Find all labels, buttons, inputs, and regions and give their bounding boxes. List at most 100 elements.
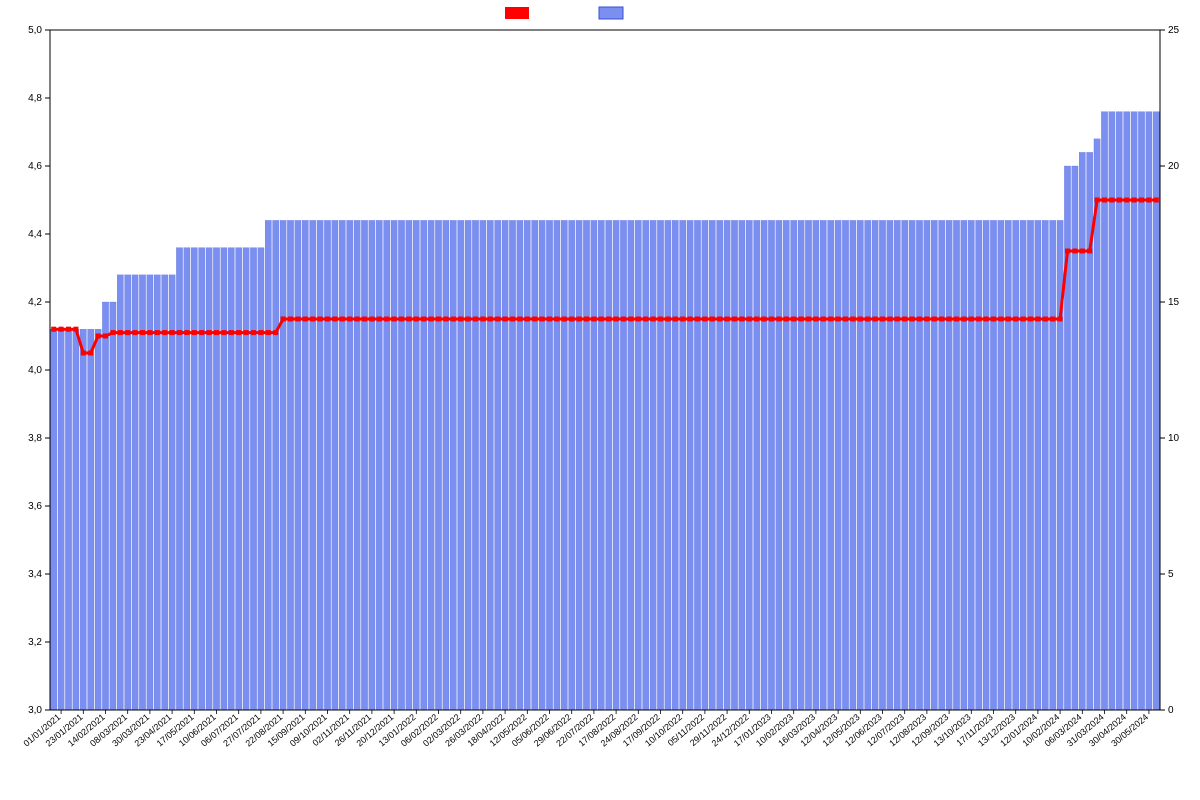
line-marker (518, 317, 523, 322)
bar (206, 248, 212, 710)
bar (221, 248, 227, 710)
line-marker (880, 317, 885, 322)
line-marker (843, 317, 848, 322)
line-marker (103, 334, 108, 339)
line-marker (525, 317, 530, 322)
bar (687, 220, 693, 710)
bar (990, 220, 996, 710)
bar (443, 220, 449, 710)
line-marker (362, 317, 367, 322)
line-marker (1139, 198, 1144, 203)
bar (265, 220, 271, 710)
y-left-tick-label: 4,4 (28, 229, 42, 240)
bar (1035, 220, 1041, 710)
line-marker (1065, 249, 1070, 254)
line-marker (259, 330, 264, 335)
line-marker (407, 317, 412, 322)
line-marker (540, 317, 545, 322)
line-marker (688, 317, 693, 322)
line-marker (762, 317, 767, 322)
bar (872, 220, 878, 710)
line-marker (340, 317, 345, 322)
bar (176, 248, 182, 710)
y-right-tick-label: 25 (1168, 25, 1180, 36)
bar (509, 220, 515, 710)
y-left-tick-label: 4,2 (28, 297, 42, 308)
bar (51, 329, 57, 710)
y-left-tick-label: 4,6 (28, 161, 42, 172)
bar (332, 220, 338, 710)
bar (702, 220, 708, 710)
line-marker (1021, 317, 1026, 322)
bar (539, 220, 545, 710)
bar (835, 220, 841, 710)
bar (554, 220, 560, 710)
bar (739, 220, 745, 710)
bar (731, 220, 737, 710)
line-marker (74, 327, 79, 332)
line-marker (333, 317, 338, 322)
line-marker (370, 317, 375, 322)
line-marker (769, 317, 774, 322)
bar (376, 220, 382, 710)
bar (613, 220, 619, 710)
bar (132, 275, 138, 710)
bar (828, 220, 834, 710)
line-marker (902, 317, 907, 322)
line-marker (125, 330, 130, 335)
line-marker (666, 317, 671, 322)
line-marker (1028, 317, 1033, 322)
line-marker (192, 330, 197, 335)
line-marker (777, 317, 782, 322)
bar (887, 220, 893, 710)
line-marker (325, 317, 330, 322)
line-marker (222, 330, 227, 335)
line-marker (969, 317, 974, 322)
line-marker (917, 317, 922, 322)
line-marker (895, 317, 900, 322)
line-marker (939, 317, 944, 322)
bar (287, 220, 293, 710)
bar (273, 220, 279, 710)
line-marker (1080, 249, 1085, 254)
bar (665, 220, 671, 710)
line-marker (451, 317, 456, 322)
y-left-tick-label: 3,4 (28, 569, 42, 580)
line-marker (836, 317, 841, 322)
line-marker (717, 317, 722, 322)
bar (517, 220, 523, 710)
bar (310, 220, 316, 710)
bar (458, 220, 464, 710)
bar (598, 220, 604, 710)
y-right-tick-label: 5 (1168, 569, 1174, 580)
line-marker (266, 330, 271, 335)
bar (236, 248, 242, 710)
bar (643, 220, 649, 710)
line-marker (954, 317, 959, 322)
line-marker (495, 317, 500, 322)
line-marker (1087, 249, 1092, 254)
bar (65, 329, 71, 710)
line-marker (244, 330, 249, 335)
line-marker (606, 317, 611, 322)
bar (857, 220, 863, 710)
bar (1013, 220, 1019, 710)
line-marker (207, 330, 212, 335)
line-marker (621, 317, 626, 322)
line-marker (747, 317, 752, 322)
bar (909, 220, 915, 710)
line-marker (991, 317, 996, 322)
line-marker (703, 317, 708, 322)
line-marker (569, 317, 574, 322)
line-marker (214, 330, 219, 335)
bar (532, 220, 538, 710)
line-marker (303, 317, 308, 322)
line-marker (828, 317, 833, 322)
line-marker (229, 330, 234, 335)
line-marker (1154, 198, 1159, 203)
line-marker (281, 317, 286, 322)
line-marker (310, 317, 315, 322)
line-marker (429, 317, 434, 322)
line-marker (510, 317, 515, 322)
line-marker (629, 317, 634, 322)
